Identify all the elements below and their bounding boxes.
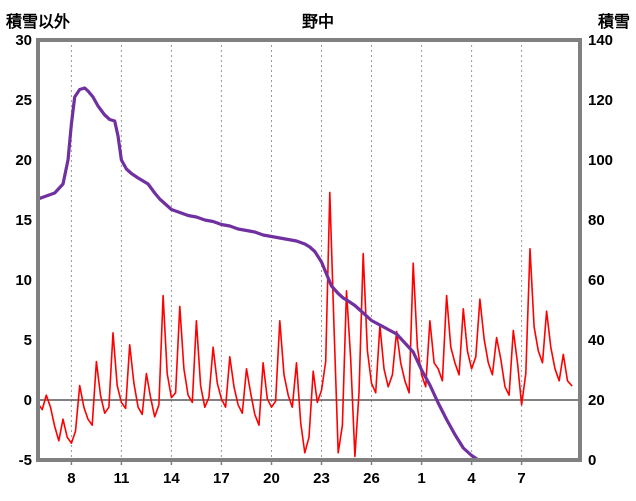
right-axis-title: 積雪: [597, 14, 630, 31]
series-snow-depth-line: [36, 86, 582, 462]
x-axis-tick-label: 1: [417, 470, 425, 487]
chart-title: 野中: [301, 14, 334, 31]
y-axis-left-tick-label: -5: [19, 452, 32, 469]
x-axis-tick-label: 23: [313, 470, 330, 487]
y-axis-right-tick-label: 80: [588, 212, 605, 229]
y-axis-left-tick-label: 30: [15, 32, 32, 49]
y-axis-left-tick-label: 0: [24, 392, 32, 409]
y-axis-right-tick-label: 140: [588, 32, 613, 49]
plot-frame: [36, 38, 582, 462]
x-axis-tick-label: 11: [113, 470, 129, 487]
y-axis-right-tick-label: 100: [588, 152, 613, 169]
plot-area: [38, 40, 580, 460]
x-axis-tick-label: 14: [163, 470, 180, 487]
x-axis-tick-label: 4: [467, 470, 476, 487]
y-axis-right-tick-label: 0: [588, 452, 596, 469]
y-axis-left-tick-label: 20: [15, 152, 32, 169]
x-axis-tick-label: 8: [67, 470, 75, 487]
x-axis-tick-label: 17: [213, 470, 230, 487]
y-axis-left-tick-label: 15: [15, 212, 32, 229]
left-axis-title: 積雪以外: [6, 14, 71, 31]
y-axis-right-tick-label: 120: [588, 92, 613, 109]
y-axis-right-tick-label: 60: [588, 272, 605, 289]
y-axis-left-tick-label: 5: [24, 332, 32, 349]
x-axis-tick-label: 26: [363, 470, 380, 487]
y-axis-right-tick-label: 20: [588, 392, 605, 409]
y-axis-left-tick-label: 10: [15, 272, 32, 289]
x-axis-tick-label: 20: [263, 470, 280, 487]
x-axis-tick-label: 7: [517, 470, 525, 487]
y-axis-left-tick-label: 25: [15, 92, 32, 109]
chart-header: 積雪以外 野中 積雪: [0, 8, 636, 31]
y-axis-right-tick-label: 40: [588, 332, 605, 349]
series-temperature-line: [37, 191, 573, 458]
